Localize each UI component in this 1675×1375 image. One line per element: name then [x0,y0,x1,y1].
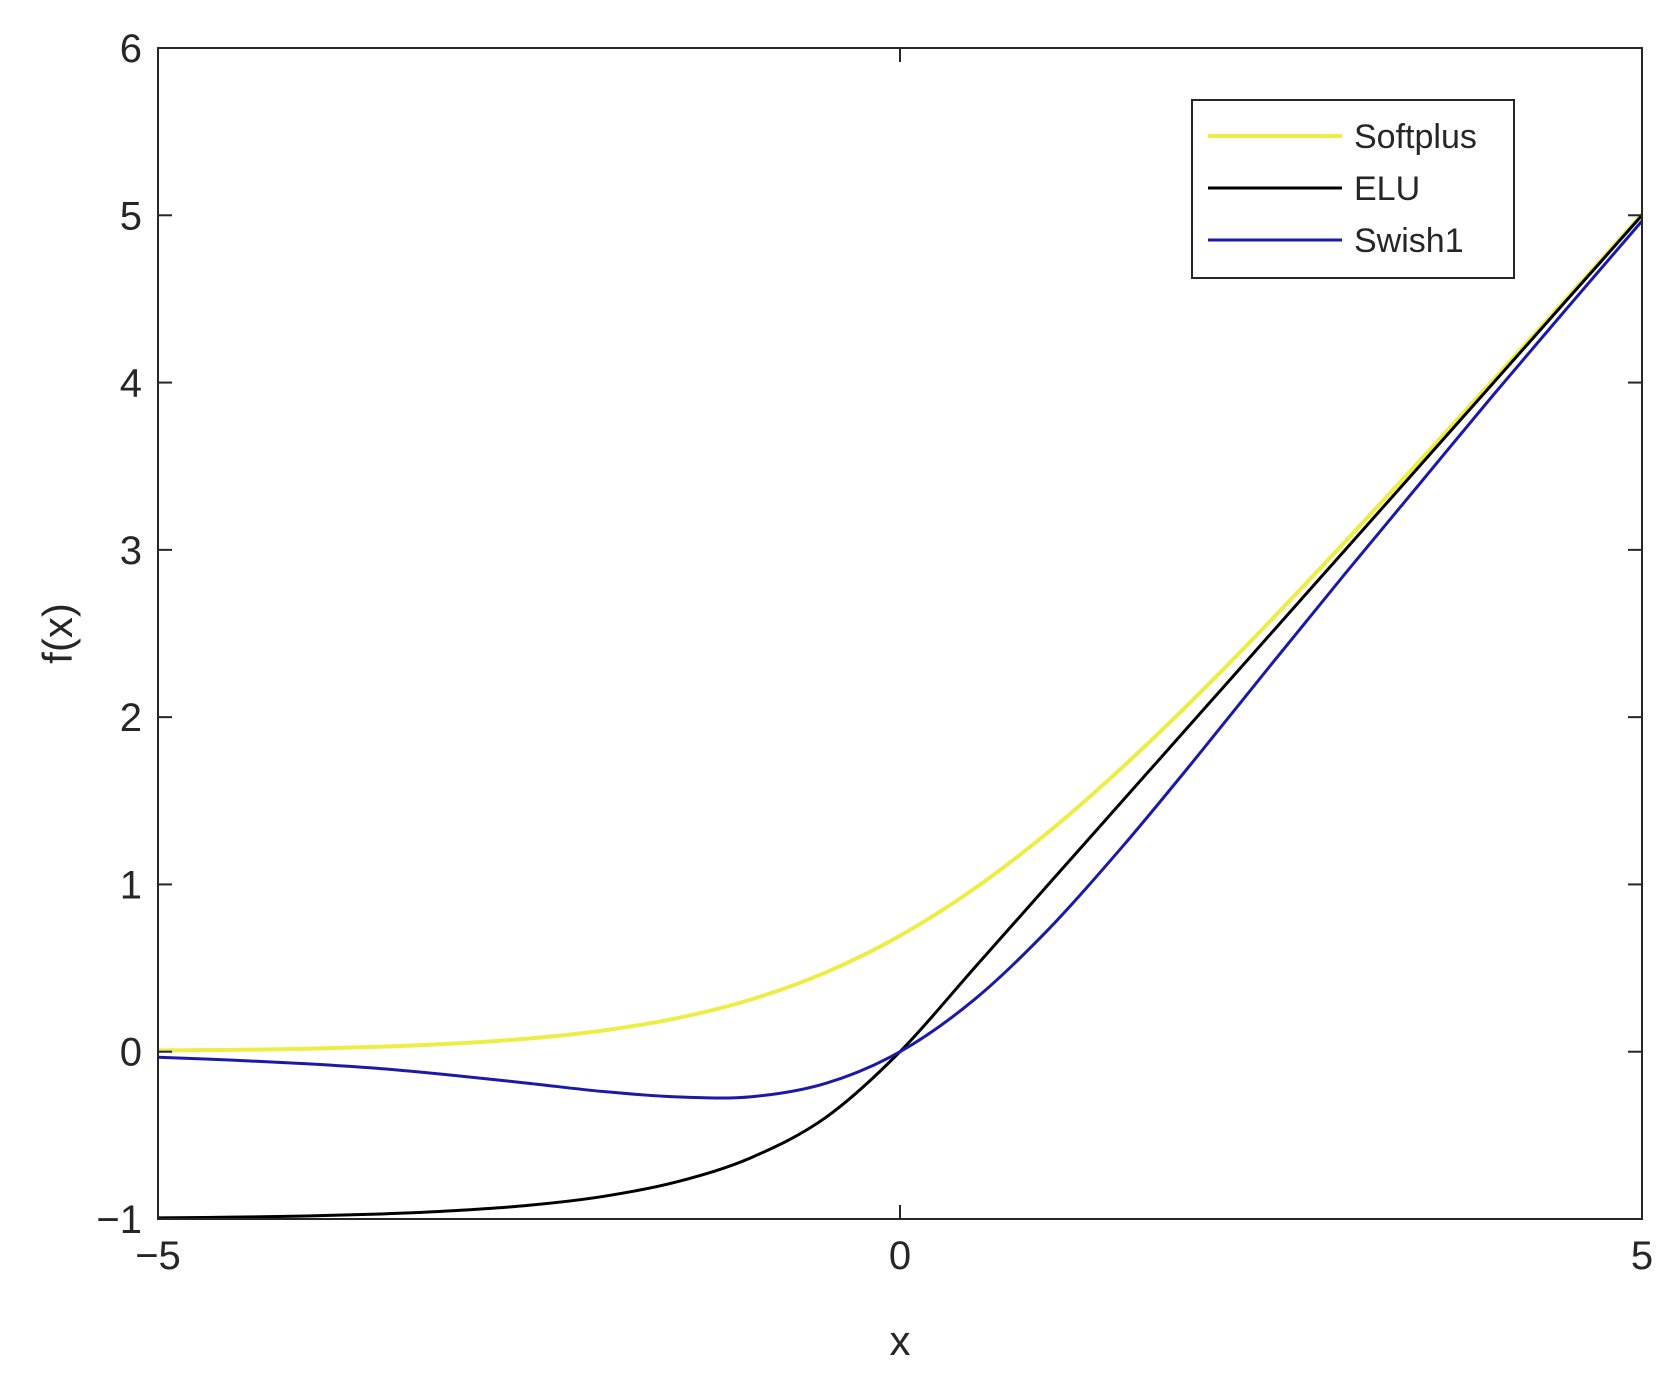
y-tick-label: 0 [120,1031,142,1075]
y-tick-label: 4 [120,362,142,406]
y-tick-label: −1 [96,1198,142,1242]
y-tick-label: 1 [120,863,142,907]
y-tick-label: 2 [120,696,142,740]
legend-label: ELU [1354,170,1420,208]
y-tick-label: 6 [120,27,142,71]
series-line-swish1 [157,219,1644,1100]
series-line-softplus [157,212,1644,1053]
x-tick-label: 0 [889,1234,911,1278]
legend-label: Softplus [1354,118,1477,156]
legend: Softplus ELU Swish1 [1191,99,1515,279]
ticks: −5 0 5 −1 0 1 2 3 4 5 6 [96,27,1653,1278]
legend-label: Swish1 [1354,222,1464,260]
series-line-elu [157,214,1644,1220]
x-tick-label: 5 [1631,1234,1653,1278]
series-layer [157,212,1644,1220]
x-axis-label: x [890,1317,911,1364]
y-axis-label: f(x) [34,603,81,664]
y-tick-label: 5 [120,194,142,238]
x-tick-label: −5 [135,1234,181,1278]
y-tick-label: 3 [120,529,142,573]
